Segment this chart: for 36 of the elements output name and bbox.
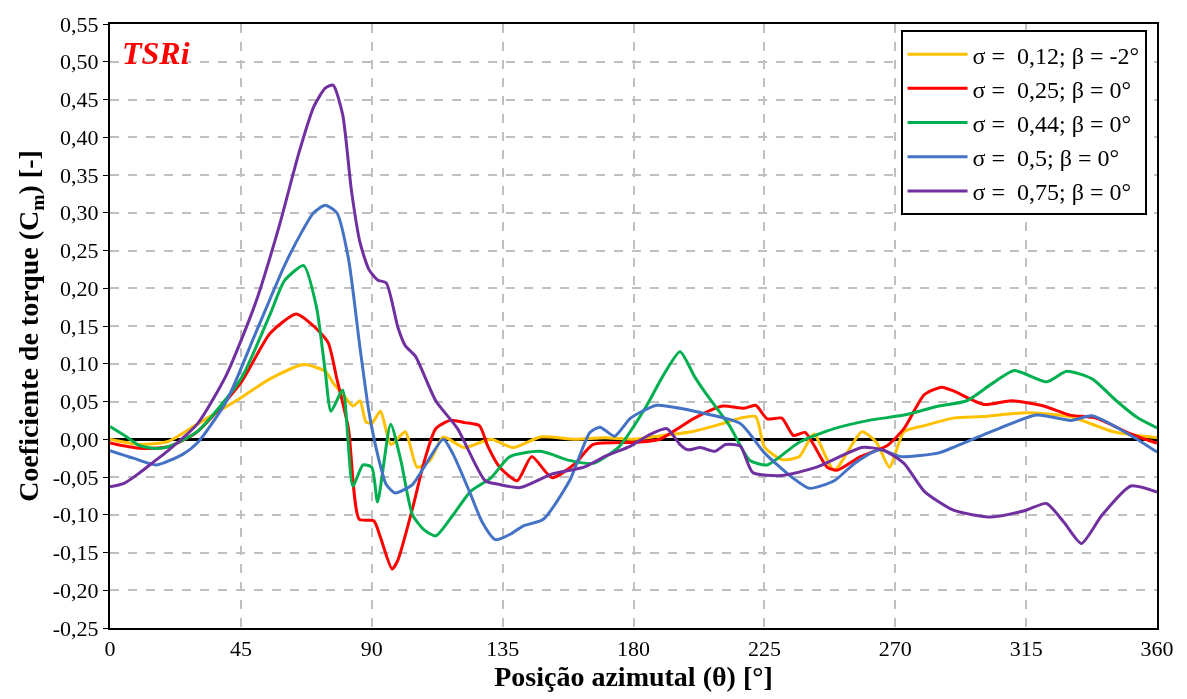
annotation: TSRi <box>122 35 190 71</box>
y-tick-label: 0,25 <box>60 238 99 264</box>
legend-label: σ = 0,12; β = -2° <box>972 42 1140 69</box>
y-tick-label: -0,20 <box>52 577 99 603</box>
line-series <box>110 203 1157 542</box>
y-tick-label: -0,25 <box>52 615 99 641</box>
y-tick-label: 0,00 <box>60 426 99 452</box>
x-tick-label: 225 <box>747 636 781 662</box>
y-tick-label: 0,05 <box>60 389 99 415</box>
x-tick-label: 315 <box>1009 636 1043 662</box>
y-tick-label: 0,50 <box>60 49 99 75</box>
y-tick-label: -0,15 <box>52 540 99 566</box>
x-tick-label: 0 <box>104 636 116 662</box>
y-tick-label: 0,55 <box>60 11 99 37</box>
y-tick-label: 0,30 <box>60 200 99 226</box>
legend-label: σ = 0,25; β = 0° <box>972 76 1132 103</box>
x-tick-label: 270 <box>878 636 912 662</box>
y-tick-label: 0,35 <box>60 162 99 188</box>
legend-label: σ = 0,44; β = 0° <box>972 110 1132 137</box>
y-tick-label: 0,10 <box>60 351 99 377</box>
y-tick-label: 0,40 <box>60 124 99 150</box>
x-tick-label: 45 <box>229 636 252 662</box>
line-series <box>110 264 1157 538</box>
y-tick-label: 0,15 <box>60 313 99 339</box>
y-tick-label: 0,20 <box>60 275 99 301</box>
line-series <box>110 83 1157 545</box>
x-tick-label: 135 <box>486 636 520 662</box>
y-tick-label: -0,05 <box>52 464 99 490</box>
y-tick-label: 0,45 <box>60 87 99 113</box>
x-axis-title: Posição azimutal (θ) [°] <box>494 661 773 693</box>
x-tick-label: 180 <box>617 636 650 662</box>
y-tick-label: -0,10 <box>52 502 99 528</box>
x-tick-label: 90 <box>360 636 383 662</box>
legend-label: σ = 0,75; β = 0° <box>972 179 1132 206</box>
legend-label: σ = 0,5; β = 0° <box>972 145 1120 172</box>
x-tick-label: 360 <box>1140 636 1174 662</box>
